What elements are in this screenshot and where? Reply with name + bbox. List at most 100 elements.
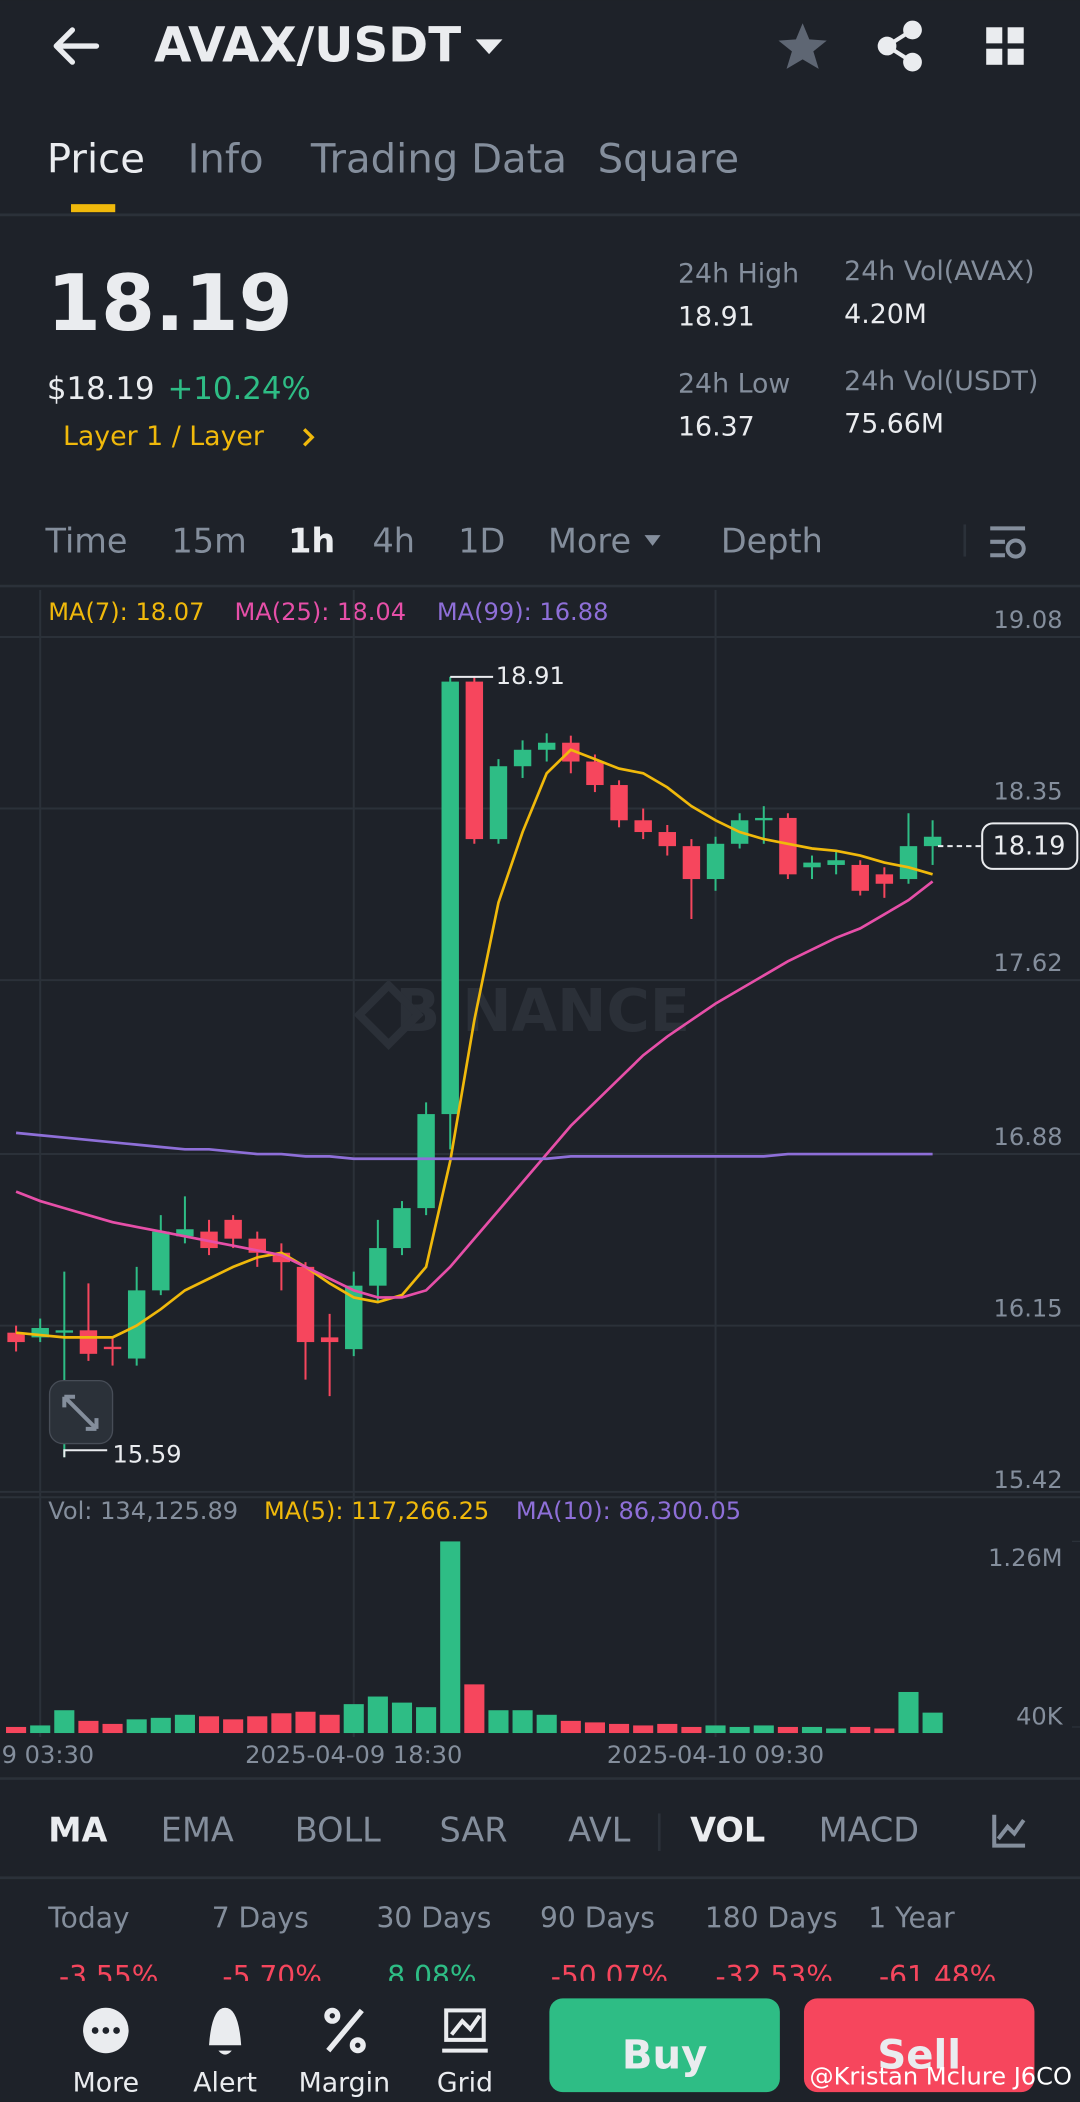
ma-legend: MA(25): 18.04: [234, 598, 406, 626]
candle-body: [31, 1327, 49, 1338]
volume-bar: [440, 1541, 461, 1734]
y-tick-label: 19.08: [994, 606, 1063, 634]
chart-settings-icon[interactable]: [990, 526, 1026, 559]
interval-tab[interactable]: 4h: [373, 522, 416, 561]
indicator-tab[interactable]: MA: [48, 1811, 107, 1850]
volume-bar: [198, 1716, 220, 1734]
nav-label[interactable]: Grid: [437, 2068, 493, 2099]
volume-tick-label: 1.26M: [988, 1544, 1062, 1572]
candle-body: [706, 843, 725, 880]
volume-bar: [777, 1726, 798, 1734]
y-tick-label: 15.42: [994, 1466, 1063, 1494]
y-tick-label: 16.88: [994, 1123, 1063, 1151]
candle-body: [176, 1229, 194, 1237]
period-label: 180 Days: [705, 1901, 838, 1934]
sell-button[interactable]: [803, 1998, 1035, 2093]
margin-icon[interactable]: [324, 2007, 366, 2054]
last-price: 18.19: [47, 259, 293, 349]
indicator-tab[interactable]: BOLL: [295, 1811, 381, 1850]
candle-body: [586, 761, 604, 786]
period-label: 1 Year: [868, 1901, 955, 1934]
period-label: 90 Days: [540, 1901, 655, 1934]
nav-label[interactable]: Alert: [193, 2068, 257, 2099]
grid-icon[interactable]: [442, 2008, 488, 2053]
last-price-label: 18.19: [993, 831, 1066, 861]
nav-label[interactable]: Margin: [299, 2068, 390, 2099]
nav-label[interactable]: More: [73, 2068, 139, 2099]
volume-bar: [512, 1710, 533, 1734]
period-label: Today: [47, 1901, 129, 1934]
category-tag[interactable]: Layer 1 / Layer: [63, 421, 265, 452]
volume-bar: [391, 1702, 413, 1734]
min-label: 15.59: [113, 1441, 182, 1469]
candle-body: [634, 820, 652, 833]
candle-body: [7, 1332, 25, 1343]
stat-label: 24h Vol(AVAX): [844, 256, 1034, 287]
interval-tab[interactable]: Depth: [721, 522, 823, 561]
ma-line: [15, 1131, 933, 1161]
y-tick-label: 17.62: [994, 949, 1063, 977]
volume-bar: [271, 1713, 292, 1734]
watermark-logo: [353, 979, 424, 1050]
more-icon[interactable]: [83, 2007, 129, 2054]
volume-bar: [801, 1726, 823, 1734]
sell-label[interactable]: Sell: [877, 2032, 961, 2078]
interval-tab[interactable]: Time: [45, 522, 128, 561]
buy-button[interactable]: [549, 1998, 780, 2093]
candle-body: [610, 785, 628, 821]
y-tick-label: 18.35: [994, 777, 1063, 805]
stat-value: 16.37: [678, 411, 755, 442]
period-label: 30 Days: [377, 1901, 492, 1934]
candle-body: [393, 1208, 411, 1249]
candle-body: [803, 862, 821, 868]
pair-title[interactable]: AVAX/USDT: [154, 18, 461, 74]
usd-price: $18.19: [47, 371, 155, 407]
more-dropdown[interactable]: [644, 535, 661, 546]
volume-bar: [223, 1719, 244, 1734]
volume-bar: [536, 1714, 557, 1734]
share-icon[interactable]: [877, 20, 922, 72]
volume-bar: [874, 1728, 895, 1734]
stat-label: 24h High: [678, 259, 799, 290]
tab[interactable]: Price: [47, 136, 145, 182]
interval-tab[interactable]: 1D: [458, 522, 505, 561]
candle-body: [875, 874, 894, 884]
indicator-tab[interactable]: VOL: [690, 1811, 765, 1850]
candle-body: [827, 860, 845, 865]
back-button[interactable]: [53, 27, 100, 65]
tag-chevron[interactable]: [302, 428, 315, 447]
indicator-tab[interactable]: MACD: [819, 1811, 919, 1850]
candle-body: [851, 864, 869, 891]
volume-bar: [174, 1714, 195, 1734]
grid-menu-icon[interactable]: [986, 27, 1024, 65]
volume-bar: [850, 1726, 871, 1734]
candle-body: [296, 1266, 315, 1343]
volume-bar: [126, 1719, 147, 1734]
buy-label[interactable]: Buy: [622, 2032, 707, 2078]
volume-bar: [295, 1711, 316, 1734]
interval-tab[interactable]: 15m: [172, 522, 247, 561]
candle-body: [899, 846, 918, 880]
candle-body: [417, 1114, 435, 1209]
period-label: 7 Days: [212, 1901, 309, 1934]
candle-body: [537, 742, 556, 750]
favorite-icon[interactable]: [778, 23, 827, 69]
tab[interactable]: Trading Data: [310, 136, 567, 182]
tab[interactable]: Square: [598, 136, 739, 182]
fullscreen-icon[interactable]: [62, 1394, 99, 1431]
volume-bar: [6, 1726, 27, 1734]
tab[interactable]: Info: [188, 136, 264, 182]
candle-body: [320, 1337, 339, 1343]
volume-bar: [30, 1725, 51, 1734]
interval-tab[interactable]: 1h: [288, 522, 335, 561]
volume-legend: Vol: 134,125.89: [48, 1497, 238, 1525]
interval-tab[interactable]: More: [548, 522, 631, 561]
indicator-tab[interactable]: AVL: [568, 1811, 631, 1850]
volume-bar: [922, 1712, 943, 1734]
alert-icon[interactable]: [209, 2007, 242, 2055]
indicator-tab[interactable]: SAR: [440, 1811, 508, 1850]
indicator-tab[interactable]: EMA: [161, 1811, 234, 1850]
pair-dropdown[interactable]: [475, 39, 503, 55]
candle-body: [489, 766, 508, 840]
indicator-settings-icon[interactable]: [992, 1814, 1026, 1848]
